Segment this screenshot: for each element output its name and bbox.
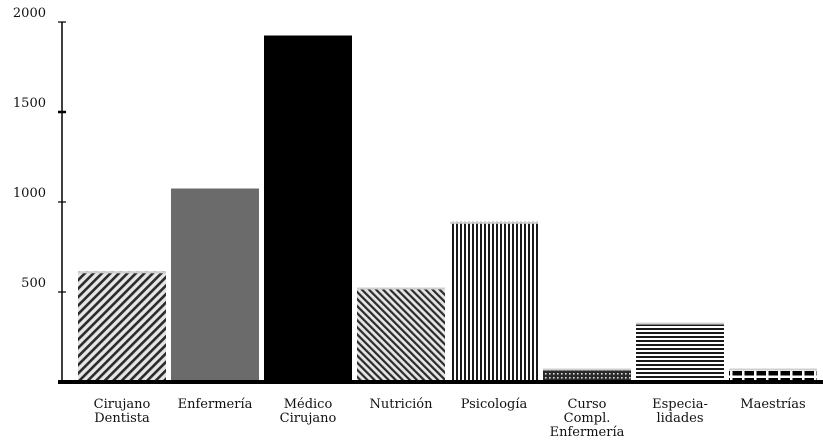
bar-cap [78, 271, 166, 274]
x-category-label-line: Maestrías [740, 397, 805, 412]
x-category-label-line: lidades [656, 411, 703, 426]
x-category-label-line: Enfermería [178, 397, 253, 412]
y-tick-label: 500 [21, 276, 46, 291]
bar [450, 221, 538, 382]
bar [357, 287, 445, 382]
x-category-label-line: Psicología [461, 397, 528, 412]
x-category-label: Especia-lidades [652, 397, 708, 426]
x-category-label: Maestrías [740, 397, 805, 412]
bar [636, 322, 724, 382]
x-category-label-line: Cirujano [280, 411, 337, 426]
x-category-label-line: Curso [567, 397, 606, 412]
bar [78, 271, 166, 382]
x-category-label: Nutrición [370, 397, 434, 412]
bar [171, 188, 259, 382]
x-category-label: Médico Cirujano [280, 397, 337, 426]
bar [264, 35, 352, 382]
bar-cap [636, 322, 724, 325]
bars [78, 35, 817, 382]
y-tick-label: 1000 [13, 186, 46, 201]
bar [543, 368, 631, 382]
x-category-label: Curso Compl. Enfermería [550, 397, 625, 440]
bar-cap [729, 368, 817, 371]
bar [729, 368, 817, 382]
x-category-label-line: Cirujano [94, 397, 151, 412]
bar-cap [543, 368, 631, 371]
x-category-label: Enfermería [178, 397, 253, 412]
y-tick-label: 2000 [13, 6, 46, 21]
bar-cap [450, 221, 538, 224]
x-category-label-line: Especia- [652, 397, 708, 412]
x-category-label: Psicología [461, 397, 528, 412]
x-category-label-line: Nutrición [370, 397, 434, 412]
x-category-label-line: Enfermería [550, 425, 625, 440]
bar-cap [357, 287, 445, 290]
x-category-label-line: Médico [284, 397, 333, 412]
x-category-label-line: Compl. [564, 411, 611, 426]
y-axis-ticks: 500 1000 1500 2000 [13, 6, 66, 293]
x-category-label: Cirujano Dentista [94, 397, 151, 426]
y-tick-label: 1500 [13, 96, 46, 111]
x-category-label-line: Dentista [94, 411, 150, 426]
